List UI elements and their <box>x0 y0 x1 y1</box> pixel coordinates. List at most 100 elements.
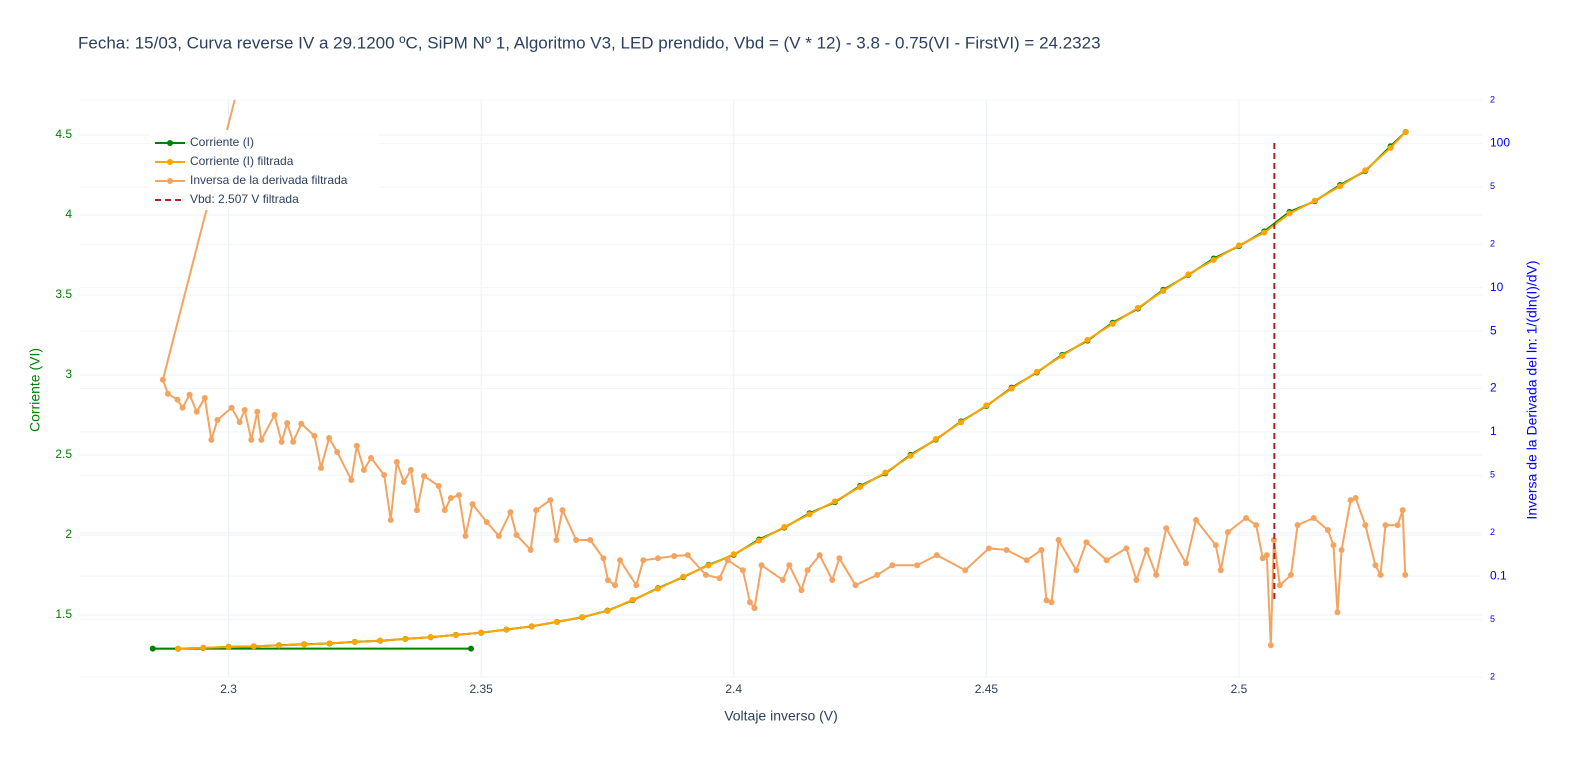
series-marker <box>248 436 255 443</box>
series-marker <box>1224 529 1231 536</box>
series-marker <box>1083 539 1090 546</box>
series-marker <box>600 555 607 562</box>
series-marker <box>617 557 624 564</box>
series-marker <box>469 501 476 508</box>
y2-tick-label: 10 <box>1490 280 1504 294</box>
series-marker <box>1055 537 1062 544</box>
series-marker <box>756 537 763 544</box>
series-marker <box>483 519 490 526</box>
series-marker <box>553 619 560 626</box>
y2-tick-label: 2 <box>1490 671 1495 681</box>
series-marker <box>1235 242 1242 249</box>
series-marker <box>214 416 221 423</box>
series-marker <box>298 420 305 427</box>
legend-marker <box>167 178 173 184</box>
series-marker <box>317 465 324 472</box>
series-marker <box>730 551 737 558</box>
y2-tick-label: 2 <box>1490 239 1495 249</box>
x-tick-label: 2.4 <box>725 682 742 696</box>
series-marker <box>159 376 166 383</box>
series-marker <box>360 466 367 473</box>
chart-title: Fecha: 15/03, Curva reverse IV a 29.1200… <box>78 33 1101 52</box>
series-marker <box>786 562 793 569</box>
series-marker <box>421 472 428 479</box>
series-marker <box>1243 515 1250 522</box>
series-marker <box>1338 546 1345 553</box>
series-marker <box>1253 522 1260 529</box>
series-marker <box>629 596 636 603</box>
series-marker <box>527 546 534 553</box>
series-marker <box>1084 336 1091 343</box>
series-marker <box>377 637 384 644</box>
series-marker <box>462 532 469 539</box>
series-marker <box>174 396 181 403</box>
series-marker <box>1324 526 1331 533</box>
x-axis-title: Voltaje inverso (V) <box>724 708 838 724</box>
series-marker <box>301 641 308 648</box>
series-marker <box>1288 571 1295 578</box>
series-line <box>177 131 1407 650</box>
series-marker <box>1182 560 1189 567</box>
series-marker <box>400 478 407 485</box>
series-marker <box>149 645 156 652</box>
series-marker <box>225 644 232 651</box>
series-marker <box>882 469 889 476</box>
y-tick-label: 3.5 <box>55 287 72 301</box>
series-marker <box>311 432 318 439</box>
series-marker <box>290 438 297 445</box>
series-marker <box>1048 599 1055 606</box>
series-marker <box>1382 522 1389 529</box>
x-tick-label: 2.45 <box>975 682 999 696</box>
y-tick-label: 3 <box>65 367 72 381</box>
series-marker <box>393 458 400 465</box>
series-marker <box>1276 582 1283 589</box>
series-marker <box>1337 183 1344 190</box>
legend-marker <box>167 140 173 146</box>
series-marker <box>829 577 836 584</box>
series-marker <box>1267 642 1274 649</box>
series-marker <box>604 608 611 615</box>
series-marker <box>779 577 786 584</box>
series-marker <box>435 482 442 489</box>
series-marker <box>200 644 207 651</box>
series-marker <box>1263 552 1270 559</box>
series-marker <box>276 642 283 649</box>
series-marker <box>495 532 502 539</box>
series-marker <box>513 531 520 538</box>
y-tick-label: 2.5 <box>55 447 72 461</box>
x-tick-label: 2.5 <box>1231 682 1248 696</box>
series-marker <box>933 552 940 559</box>
series-marker <box>1153 571 1160 578</box>
series-marker <box>680 573 687 580</box>
series-marker <box>179 404 186 411</box>
series-marker <box>874 571 881 578</box>
y-tick-label: 2 <box>65 527 72 541</box>
series-marker <box>724 557 731 564</box>
y2-axis-title: Inversa de la Derivada del ln: 1/(dln(I)… <box>1524 260 1540 519</box>
y2-tick-label: 5 <box>1490 470 1495 480</box>
series-marker <box>455 492 462 499</box>
series-marker <box>907 452 914 459</box>
series-marker <box>1160 288 1167 295</box>
series-marker <box>1109 320 1116 327</box>
y-tick-label: 1.5 <box>55 607 72 621</box>
series-marker <box>705 562 712 569</box>
series-marker <box>236 419 243 426</box>
series-marker <box>587 537 594 544</box>
series-marker <box>781 524 788 531</box>
series-marker <box>368 454 375 461</box>
series-marker <box>671 552 678 559</box>
series-marker <box>958 419 965 426</box>
series-marker <box>1402 128 1409 135</box>
series-marker <box>579 614 586 621</box>
series-marker <box>351 639 358 646</box>
series-marker <box>1023 557 1030 564</box>
series-marker <box>507 509 514 516</box>
series-marker <box>1163 525 1170 532</box>
series-marker <box>452 632 459 639</box>
series-marker <box>413 507 420 514</box>
series-marker <box>271 412 278 419</box>
series-marker <box>857 484 864 491</box>
series-marker <box>381 471 388 478</box>
series-marker <box>1310 515 1317 522</box>
